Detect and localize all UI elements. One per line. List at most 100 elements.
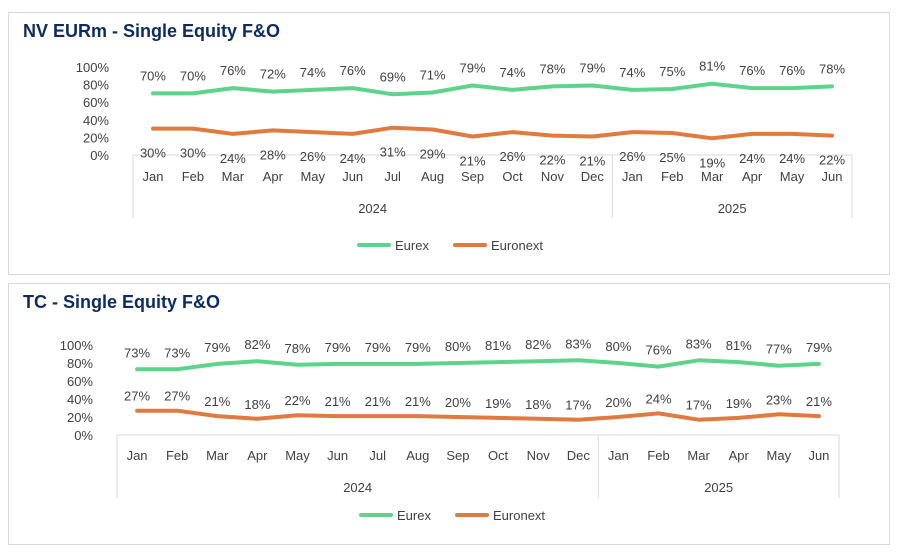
data-label-eurex: 78%	[539, 61, 565, 76]
chart-panel-nv: NV EURm - Single Equity F&O 0% 20% 40% 60% 8…	[8, 12, 890, 275]
data-label-eurex: 78%	[284, 341, 310, 356]
data-label-euronext: 17%	[686, 398, 712, 413]
data-point-eurex	[271, 90, 275, 94]
x-tick-label: Apr	[247, 448, 268, 463]
x-tick-label: Dec	[567, 448, 591, 463]
x-tick-label: Oct	[488, 448, 509, 463]
x-tick-label: May	[285, 448, 310, 463]
data-label-euronext: 27%	[124, 389, 150, 404]
data-label-euronext: 20%	[605, 395, 631, 410]
data-point-euronext	[777, 412, 781, 416]
data-label-euronext: 24%	[340, 151, 366, 166]
x-tick-label: Nov	[527, 448, 551, 463]
data-point-eurex	[737, 360, 741, 364]
y-tick-label: 40%	[67, 392, 93, 407]
data-point-eurex	[510, 88, 514, 92]
data-point-eurex	[777, 364, 781, 368]
y-tick-label: 40%	[83, 113, 109, 128]
data-label-eurex: 76%	[220, 63, 246, 78]
data-label-eurex: 73%	[164, 345, 190, 360]
data-label-euronext: 21%	[806, 394, 832, 409]
x-tick-label: Mar	[687, 448, 710, 463]
data-point-eurex	[750, 86, 754, 90]
data-point-euronext	[135, 409, 139, 413]
data-point-euronext	[471, 135, 475, 139]
data-label-euronext: 30%	[180, 146, 206, 161]
data-label-euronext: 19%	[699, 155, 725, 170]
group-label: 2024	[343, 480, 372, 495]
data-label-euronext: 30%	[140, 146, 166, 161]
data-label-euronext: 21%	[325, 394, 351, 409]
data-label-eurex: 72%	[260, 67, 286, 82]
data-point-eurex	[431, 91, 435, 95]
x-tick-label: May	[300, 169, 325, 184]
data-label-eurex: 73%	[124, 345, 150, 360]
data-point-euronext	[750, 132, 754, 136]
data-label-eurex: 79%	[806, 340, 832, 355]
data-label-eurex: 82%	[244, 337, 270, 352]
data-point-euronext	[576, 418, 580, 422]
series-line-euronext	[135, 408, 821, 422]
data-label-eurex: 79%	[204, 340, 230, 355]
legend-label-eurex: Eurex	[395, 238, 429, 253]
data-point-eurex	[175, 367, 179, 371]
y-tick-label: 0%	[74, 428, 93, 443]
data-point-eurex	[630, 88, 634, 92]
chart-nv-eurm: 0% 20% 40% 60% 80% 100% 2024 2025 Jan Feb Mar Apr Ma…	[76, 59, 853, 253]
x-tick-label: Apr	[742, 169, 763, 184]
y-tick-label: 100%	[76, 60, 110, 75]
x-tick-label: Mar	[701, 169, 724, 184]
data-label-euronext: 24%	[779, 151, 805, 166]
data-label-euronext: 24%	[645, 391, 671, 406]
group-label: 2025	[704, 480, 733, 495]
series-line-eurex	[135, 358, 821, 372]
chart-title-tc: TC - Single Equity F&O	[23, 292, 220, 312]
data-point-eurex	[311, 88, 315, 92]
data-label-eurex: 79%	[460, 60, 486, 75]
x-tick-label: Feb	[182, 169, 204, 184]
data-label-eurex: 79%	[405, 340, 431, 355]
data-label-euronext: 26%	[619, 149, 645, 164]
data-label-eurex: 76%	[739, 63, 765, 78]
data-point-eurex	[456, 361, 460, 365]
data-point-eurex	[830, 84, 834, 88]
data-point-euronext	[590, 135, 594, 139]
data-point-eurex	[255, 359, 259, 363]
data-point-eurex	[135, 367, 139, 371]
data-label-euronext: 29%	[420, 146, 446, 161]
data-label-euronext: 28%	[260, 147, 286, 162]
data-label-euronext: 27%	[164, 389, 190, 404]
data-label-euronext: 22%	[284, 393, 310, 408]
data-point-eurex	[657, 365, 660, 369]
x-tick-label: Mar	[206, 448, 229, 463]
data-label-eurex: 77%	[766, 342, 792, 357]
x-tick-label: Jun	[327, 448, 348, 463]
data-point-euronext	[630, 130, 634, 134]
data-point-eurex	[151, 91, 155, 95]
x-tick-label: Jun	[342, 169, 363, 184]
data-point-eurex	[790, 86, 794, 90]
series-line-euronext	[151, 125, 834, 141]
group-label: 2025	[718, 201, 747, 216]
x-tick-label: Apr	[263, 169, 284, 184]
y-tick-label: 60%	[83, 95, 109, 110]
data-label-euronext: 21%	[405, 394, 431, 409]
data-point-euronext	[416, 414, 420, 418]
x-tick-label: Jan	[608, 448, 629, 463]
data-label-euronext: 18%	[525, 397, 551, 412]
data-point-euronext	[231, 132, 235, 136]
data-point-euronext	[737, 416, 741, 420]
x-tick-label: Jun	[822, 169, 843, 184]
y-tick-label: 100%	[60, 338, 94, 353]
data-point-euronext	[550, 134, 554, 138]
y-tick-label: 80%	[67, 356, 93, 371]
data-point-euronext	[817, 414, 821, 418]
data-point-eurex	[670, 87, 674, 91]
data-point-euronext	[376, 414, 380, 418]
y-tick-label: 60%	[67, 374, 93, 389]
data-label-euronext: 21%	[365, 394, 391, 409]
data-point-euronext	[496, 416, 500, 420]
data-point-euronext	[255, 417, 259, 421]
data-label-euronext: 21%	[460, 154, 486, 169]
data-point-euronext	[271, 128, 275, 132]
